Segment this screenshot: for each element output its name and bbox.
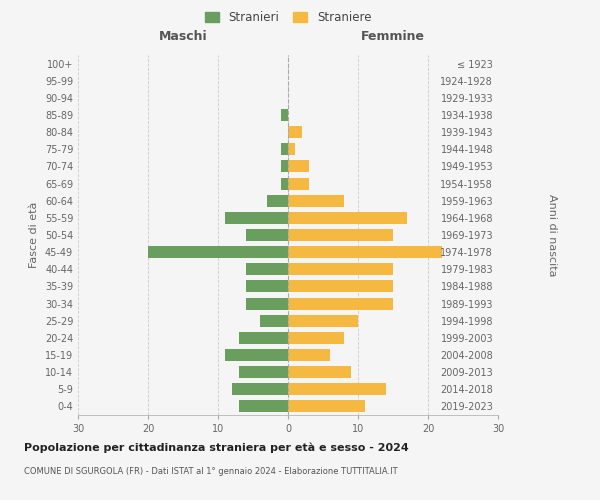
Bar <box>288 384 386 396</box>
Bar <box>288 212 407 224</box>
Bar <box>246 229 288 241</box>
Bar <box>288 264 393 276</box>
Bar <box>288 194 344 206</box>
Y-axis label: Anni di nascita: Anni di nascita <box>547 194 557 276</box>
Bar <box>288 298 393 310</box>
Text: Maschi: Maschi <box>158 30 208 43</box>
Bar <box>281 178 288 190</box>
Bar <box>260 314 288 326</box>
Bar <box>288 229 393 241</box>
Text: COMUNE DI SGURGOLA (FR) - Dati ISTAT al 1° gennaio 2024 - Elaborazione TUTTITALI: COMUNE DI SGURGOLA (FR) - Dati ISTAT al … <box>24 468 398 476</box>
Y-axis label: Fasce di età: Fasce di età <box>29 202 39 268</box>
Bar <box>281 144 288 156</box>
Bar <box>148 246 288 258</box>
Bar <box>281 109 288 121</box>
Bar <box>225 349 288 361</box>
Text: Popolazione per cittadinanza straniera per età e sesso - 2024: Popolazione per cittadinanza straniera p… <box>24 442 409 453</box>
Bar <box>288 160 309 172</box>
Bar <box>267 194 288 206</box>
Bar <box>281 160 288 172</box>
Bar <box>239 400 288 412</box>
Bar <box>246 280 288 292</box>
Bar <box>288 332 344 344</box>
Bar <box>288 178 309 190</box>
Bar <box>288 246 442 258</box>
Bar <box>288 349 330 361</box>
Bar <box>288 366 351 378</box>
Bar <box>239 332 288 344</box>
Text: Femmine: Femmine <box>361 30 425 43</box>
Bar <box>288 314 358 326</box>
Bar <box>225 212 288 224</box>
Bar <box>288 126 302 138</box>
Legend: Stranieri, Straniere: Stranieri, Straniere <box>205 11 371 24</box>
Bar <box>246 264 288 276</box>
Bar <box>239 366 288 378</box>
Bar <box>288 144 295 156</box>
Bar <box>288 400 365 412</box>
Bar <box>246 298 288 310</box>
Bar <box>288 280 393 292</box>
Bar <box>232 384 288 396</box>
